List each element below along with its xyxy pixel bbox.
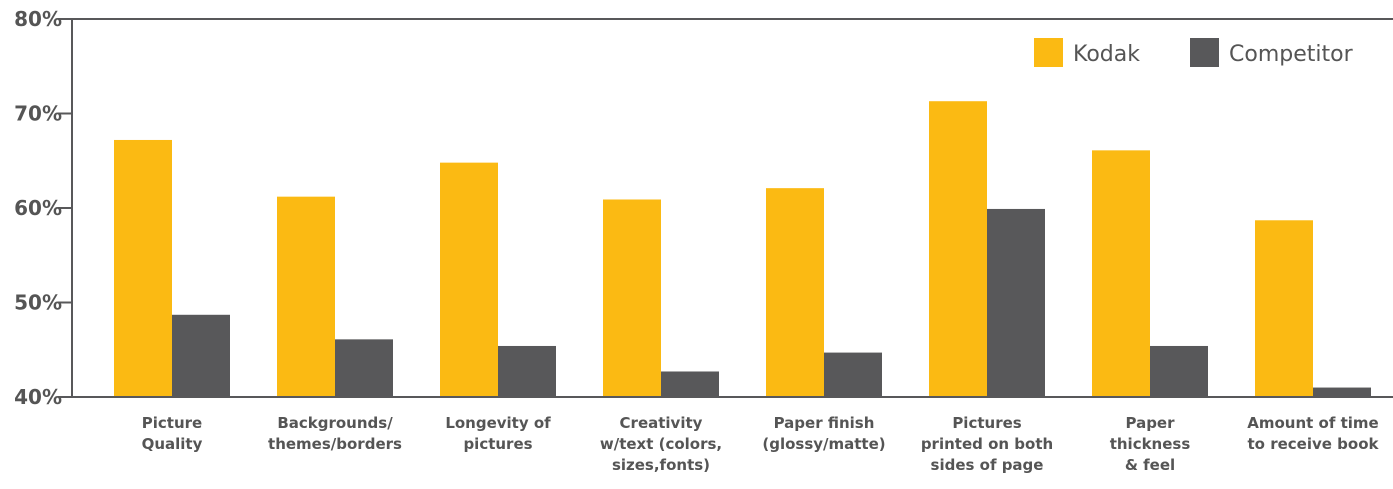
x-tick-label-2: Backgrounds/themes/borders (268, 414, 402, 453)
x-tick-label-line: & feel (1125, 456, 1175, 474)
bar-competitor-8 (1313, 387, 1371, 397)
x-tick-label-line: w/text (colors, (600, 435, 722, 453)
y-tick-label-40: 40% (14, 385, 62, 409)
bar-competitor-2 (335, 339, 393, 397)
x-tick-label-line: Paper finish (774, 414, 875, 432)
legend-swatch-kodak (1034, 38, 1063, 67)
legend-label-kodak: Kodak (1073, 42, 1140, 67)
bar-competitor-6 (987, 208, 1045, 397)
y-tick-labels: 40% 50% 60% 70% 80% (14, 7, 62, 409)
y-tick-label-60: 60% (14, 196, 62, 220)
x-tick-label-line: Backgrounds/ (277, 414, 393, 432)
legend-label-competitor: Competitor (1229, 42, 1354, 67)
legend: Kodak Competitor (1034, 38, 1354, 67)
x-tick-label-line: to receive book (1248, 435, 1380, 453)
x-tick-label-line: Pictures (952, 414, 1021, 432)
bars-layer (114, 101, 1371, 397)
x-tick-label-line: sizes,fonts) (612, 456, 710, 474)
bar-competitor-4 (661, 371, 719, 397)
bar-kodak-1 (114, 139, 172, 397)
bar-kodak-2 (277, 196, 335, 397)
bar-competitor-1 (172, 314, 230, 397)
x-tick-label-line: Quality (142, 435, 203, 453)
bar-kodak-3 (440, 162, 498, 397)
x-tick-label-line: Amount of time (1247, 414, 1378, 432)
y-tick-label-80: 80% (14, 7, 62, 31)
legend-swatch-competitor (1190, 38, 1219, 67)
bar-kodak-4 (603, 199, 661, 397)
bar-competitor-3 (498, 345, 556, 397)
x-tick-label-5: Paper finish (glossy/matte) (762, 414, 885, 453)
x-tick-label-1: Picture Quality (142, 414, 203, 453)
x-tick-label-line: Creativity (620, 414, 703, 432)
bar-competitor-5 (824, 352, 882, 397)
x-tick-label-4: Creativity w/text (colors, sizes,fonts) (600, 414, 722, 474)
bar-competitor-7 (1150, 345, 1208, 397)
bar-kodak-5 (766, 188, 824, 397)
x-tick-label-3: Longevity of pictures (445, 414, 551, 453)
x-tick-label-line: Longevity of (445, 414, 551, 432)
axes-layer (58, 18, 1393, 398)
bar-kodak-8 (1255, 220, 1313, 397)
x-tick-label-line: thickness (1110, 435, 1191, 453)
x-tick-label-8: Amount of time to receive book (1247, 414, 1379, 453)
x-tick-label-line: sides of page (931, 456, 1044, 474)
bar-kodak-6 (929, 101, 987, 397)
x-tick-label-line: Picture (142, 414, 202, 432)
y-tick-label-70: 70% (14, 102, 62, 126)
x-tick-label-line: (glossy/matte) (762, 435, 885, 453)
x-tick-label-line: themes/borders (268, 435, 402, 453)
y-tick-label-50: 50% (14, 291, 62, 315)
x-tick-label-6: Pictures printed on both sides of page (921, 414, 1053, 474)
x-tick-label-7: Paper thickness & feel (1110, 414, 1191, 474)
x-tick-label-line: Paper (1125, 414, 1175, 432)
x-tick-label-line: printed on both (921, 435, 1053, 453)
x-tick-label-line: pictures (463, 435, 532, 453)
x-tick-labels: Picture Quality Backgrounds/themes/borders… (142, 414, 1380, 474)
bar-kodak-7 (1092, 150, 1150, 397)
